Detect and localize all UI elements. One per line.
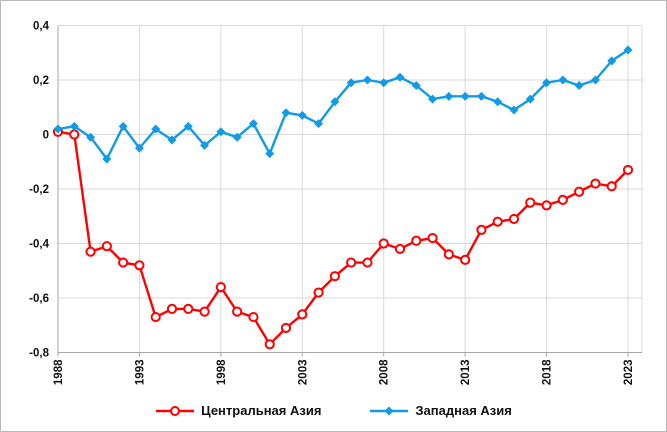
data-point-central-asia [590,178,601,189]
x-axis-label: 2008 [379,359,391,385]
legend-item-western-asia: Западная Азия [369,403,512,418]
data-point-western-asia [460,91,470,101]
data-point-central-asia [557,194,568,205]
data-point-western-asia [379,78,389,88]
data-point-central-asia [183,303,194,314]
open-circle-marker-icon [155,405,195,417]
y-axis-label: 0,2 [33,75,49,87]
data-point-central-asia [280,322,292,334]
data-point-western-asia [216,127,226,137]
data-point-central-asia [118,257,129,268]
data-point-western-asia [607,56,617,66]
x-axis-label: 1993 [134,360,146,386]
data-point-central-asia [101,241,112,252]
data-point-western-asia [167,135,177,145]
data-point-central-asia [264,339,275,350]
data-point-central-asia [297,309,308,320]
data-point-central-asia [134,260,145,271]
data-point-western-asia [346,78,356,88]
data-point-western-asia [53,124,63,134]
x-axis-label: 2018 [542,359,554,385]
data-point-central-asia [199,306,210,317]
data-point-western-asia [314,119,324,129]
data-point-western-asia [542,78,552,88]
data-point-western-asia [362,75,372,85]
data-point-central-asia [69,129,80,140]
data-point-western-asia [525,94,535,104]
y-axis-label: 0 [43,130,49,142]
y-axis-label: -0,8 [29,348,49,360]
data-point-western-asia [151,124,161,134]
data-point-western-asia [428,94,438,104]
legend-item-central-asia: Центральная Азия [155,403,321,418]
data-point-western-asia [623,45,633,55]
data-point-central-asia [525,197,536,208]
data-point-central-asia [606,181,617,192]
series-line-central-asia [56,130,630,346]
x-axis-label: 2023 [623,360,635,386]
data-point-central-asia [232,306,243,317]
data-point-central-asia [508,213,520,225]
data-point-central-asia [150,311,161,323]
data-point-central-asia [313,287,324,298]
data-point-western-asia [493,97,503,107]
diamond-marker-icon [369,405,409,417]
data-point-central-asia [443,249,454,260]
y-axis-label: -0,4 [29,239,49,251]
data-point-central-asia [541,200,552,211]
y-axis-label: 0,4 [33,21,50,33]
data-point-central-asia [329,271,340,282]
data-point-western-asia [265,149,275,159]
x-axis-label: 1998 [216,359,228,385]
data-point-central-asia [346,257,357,268]
data-point-central-asia [427,232,438,244]
data-point-central-asia [460,254,471,265]
data-point-central-asia [166,303,178,314]
data-point-central-asia [215,282,226,293]
data-point-western-asia [183,121,193,131]
data-point-western-asia [281,108,291,118]
data-point-western-asia [297,110,307,120]
data-point-western-asia [102,154,112,164]
data-point-western-asia [509,105,519,115]
data-point-western-asia [574,80,584,90]
data-point-central-asia [394,243,406,255]
data-point-central-asia [362,257,373,268]
data-point-western-asia [330,97,340,107]
data-point-western-asia [476,91,486,101]
data-point-western-asia [134,143,144,153]
data-point-central-asia [476,224,487,235]
data-point-western-asia [86,132,96,142]
data-point-central-asia [411,235,422,246]
data-point-central-asia [378,238,389,249]
x-axis-label: 2013 [460,360,472,386]
data-point-western-asia [558,75,568,85]
data-point-central-asia [622,164,634,176]
data-point-western-asia [444,91,454,101]
chart-legend: Центральная Азия Западная Азия [1,403,666,418]
data-point-western-asia [232,132,242,142]
data-point-central-asia [492,216,503,227]
y-axis-label: -0,6 [29,293,49,305]
data-point-central-asia [85,246,96,257]
x-axis-label: 2003 [297,360,309,386]
data-point-western-asia [69,121,79,131]
data-point-western-asia [200,140,210,150]
data-point-central-asia [248,311,259,323]
data-point-western-asia [118,121,128,131]
data-point-western-asia [395,72,405,82]
data-point-central-asia [574,186,585,197]
series-line-western-asia [56,48,630,161]
legend-label-central-asia: Центральная Азия [201,403,322,418]
data-point-western-asia [590,75,600,85]
data-point-western-asia [411,80,421,90]
legend-label-western-asia: Западная Азия [415,403,512,418]
data-point-western-asia [248,119,258,129]
x-axis-label: 1988 [53,359,65,385]
y-axis-label: -0,2 [29,184,49,196]
